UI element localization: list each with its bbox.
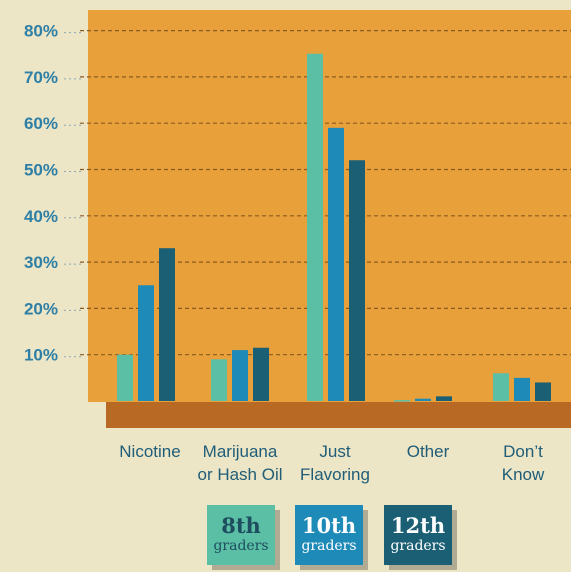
x-category-label: Just Flavoring — [300, 442, 370, 484]
bar — [211, 359, 227, 401]
bar — [436, 396, 452, 401]
legend-sub: graders — [213, 538, 269, 554]
bar-chart: 10% 20% 30% 40% 50% 60% 70% 80% Nicotine Marijua… — [24, 10, 571, 484]
bar — [514, 377, 530, 401]
bar — [232, 350, 248, 401]
y-tick-label: 10% — [24, 346, 58, 365]
bar — [159, 248, 175, 401]
plot-base-shadow — [106, 402, 571, 428]
y-tick-label: 60% — [24, 114, 58, 133]
bar — [349, 160, 365, 401]
x-category-label: Nicotine — [119, 442, 180, 461]
gridlines — [80, 30, 571, 356]
y-axis-ticks: 10% 20% 30% 40% 50% 60% 70% 80% — [24, 22, 84, 365]
bar — [117, 354, 133, 401]
legend-grade: 12th — [390, 513, 446, 538]
x-category-label: Other — [407, 442, 450, 461]
bar — [415, 398, 431, 401]
legend-item-10th: 10th graders — [295, 505, 363, 565]
y-tick-label: 70% — [24, 68, 58, 87]
legend: 8th graders 10th graders 12th graders — [0, 505, 571, 572]
bar — [138, 285, 154, 401]
bar — [253, 347, 269, 401]
bar — [493, 373, 509, 401]
legend-grade: 10th — [301, 513, 357, 538]
legend-sub: graders — [390, 538, 446, 554]
y-tick-label: 20% — [24, 299, 58, 318]
legend-sub: graders — [301, 538, 357, 554]
x-category-label: Don’t Know — [502, 442, 545, 484]
bar — [394, 400, 410, 402]
bars — [117, 53, 551, 402]
bar — [307, 53, 323, 401]
y-tick-label: 30% — [24, 253, 58, 272]
y-tick-label: 50% — [24, 161, 58, 180]
bar — [535, 382, 551, 401]
legend-item-8th: 8th graders — [207, 505, 275, 565]
y-tick-label: 80% — [24, 22, 58, 41]
bar — [328, 127, 344, 401]
x-category-label: Marijuana or Hash Oil — [197, 442, 282, 484]
y-tick-label: 40% — [24, 207, 58, 226]
legend-item-12th: 12th graders — [384, 505, 452, 565]
legend-grade: 8th — [221, 513, 261, 538]
x-axis-labels: Nicotine Marijuana or Hash Oil Just Flavorin… — [119, 442, 545, 484]
